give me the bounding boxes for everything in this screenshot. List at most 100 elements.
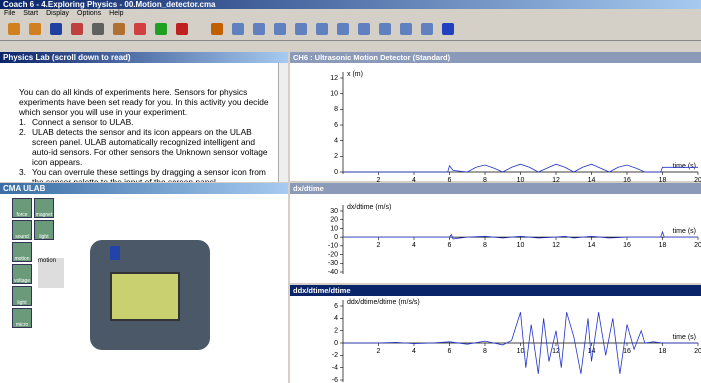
tool-button[interactable] bbox=[50, 23, 62, 35]
scrollbar[interactable] bbox=[278, 63, 288, 182]
y-tick-label: 0 bbox=[334, 169, 338, 176]
sensor-icon[interactable]: voltage bbox=[12, 264, 32, 284]
x-tick-label: 8 bbox=[483, 242, 487, 249]
x-tick-label: 16 bbox=[623, 242, 631, 249]
tool-button[interactable] bbox=[253, 23, 265, 35]
x-tick-label: 2 bbox=[377, 242, 381, 249]
tool-button[interactable] bbox=[113, 23, 125, 35]
tool-button[interactable] bbox=[379, 23, 391, 35]
y-tick-label: -2 bbox=[332, 352, 338, 359]
sensor-icon[interactable]: magnet bbox=[34, 198, 54, 218]
ulab-screen bbox=[110, 272, 180, 321]
y-tick-label: 6 bbox=[334, 303, 338, 310]
toolbar bbox=[0, 18, 701, 41]
x-tick-label: 6 bbox=[448, 348, 452, 355]
step-text: Connect a sensor to ULAB. bbox=[32, 117, 134, 127]
x-tick-label: 14 bbox=[588, 242, 596, 249]
panel-title: dx/dtime bbox=[293, 184, 324, 193]
y-tick-label: 4 bbox=[334, 315, 338, 322]
x-tick-label: 8 bbox=[483, 177, 487, 184]
step: 3.You can overrule these settings by dra… bbox=[19, 167, 271, 182]
sensor-icon[interactable]: light bbox=[34, 220, 54, 240]
x-tick-label: 12 bbox=[552, 242, 560, 249]
menu-item[interactable]: File bbox=[4, 10, 15, 17]
x-tick-label: 10 bbox=[517, 242, 525, 249]
plot-area bbox=[290, 296, 701, 383]
tool-button[interactable] bbox=[211, 23, 223, 35]
y-tick-label: -40 bbox=[328, 269, 338, 276]
sensor-icon bbox=[110, 246, 120, 260]
x-tick-label: 6 bbox=[448, 242, 452, 249]
app: Coach 6 - 4.Exploring Physics - 00.Motio… bbox=[0, 0, 701, 383]
menu-item[interactable]: Options bbox=[77, 10, 101, 17]
lab-panel: You can do all kinds of experiments here… bbox=[0, 63, 288, 182]
tool-button[interactable] bbox=[232, 23, 244, 35]
paragraph: You can do all kinds of experiments here… bbox=[19, 87, 271, 117]
tool-button[interactable] bbox=[274, 23, 286, 35]
tool-button[interactable] bbox=[295, 23, 307, 35]
step-number: 1. bbox=[19, 117, 32, 127]
step-number: 3. bbox=[19, 167, 32, 182]
tool-button[interactable] bbox=[316, 23, 328, 35]
sensor-icon[interactable]: sound bbox=[12, 220, 32, 240]
panel-header bbox=[290, 285, 701, 296]
x-tick-label: 8 bbox=[483, 348, 487, 355]
tool-button[interactable] bbox=[92, 23, 104, 35]
menu-item[interactable]: Start bbox=[23, 10, 38, 17]
panel-header: CMA ULAB bbox=[0, 183, 288, 194]
tool-button[interactable] bbox=[337, 23, 349, 35]
tool-button[interactable] bbox=[442, 23, 454, 35]
y-tick-label: 2 bbox=[334, 328, 338, 335]
sensor-icon[interactable]: force bbox=[12, 198, 32, 218]
lab-text: You can do all kinds of experiments here… bbox=[19, 87, 271, 182]
y-tick-label: 12 bbox=[330, 75, 338, 82]
tool-button[interactable] bbox=[421, 23, 433, 35]
tool-button[interactable] bbox=[400, 23, 412, 35]
tool-button[interactable] bbox=[29, 23, 41, 35]
step: 1.Connect a sensor to ULAB. bbox=[19, 117, 271, 127]
tool-button[interactable] bbox=[71, 23, 83, 35]
sensor-icon[interactable]: light bbox=[12, 286, 32, 306]
plot-area bbox=[290, 63, 701, 181]
x-tick-label: 18 bbox=[659, 348, 667, 355]
x-tick-label: 2 bbox=[377, 348, 381, 355]
x-tick-label: 14 bbox=[588, 348, 596, 355]
panel-title: CH6 : Ultrasonic Motion Detector (Standa… bbox=[293, 53, 451, 62]
menu-item[interactable]: Help bbox=[109, 10, 123, 17]
x-tick-label: 4 bbox=[412, 177, 416, 184]
x-tick-label: 14 bbox=[588, 177, 596, 184]
x-tick-label: 18 bbox=[659, 242, 667, 249]
tool-button[interactable] bbox=[8, 23, 20, 35]
ulab-panel: forcemagnetsoundlightmotiontempvoltagevo… bbox=[0, 194, 288, 383]
sensor-icon[interactable]: micro bbox=[12, 308, 32, 328]
y-tick-label: 10 bbox=[330, 91, 338, 98]
tool-button[interactable] bbox=[134, 23, 146, 35]
y-tick-label: 8 bbox=[334, 106, 338, 113]
x-axis-label: time (s) bbox=[673, 334, 696, 341]
y-axis-label: x (m) bbox=[347, 71, 363, 78]
y-axis-label: ddx/dtime/dtime (m/s/s) bbox=[347, 299, 420, 306]
y-tick-label: 0 bbox=[334, 234, 338, 241]
y-tick-label: 30 bbox=[330, 208, 338, 215]
y-tick-label: 4 bbox=[334, 138, 338, 145]
x-axis-label: time (s) bbox=[673, 163, 696, 170]
y-axis-label: dx/dtime (m/s) bbox=[347, 204, 391, 211]
menu-item[interactable]: Display bbox=[46, 10, 69, 17]
tool-button[interactable] bbox=[358, 23, 370, 35]
y-tick-label: 0 bbox=[334, 340, 338, 347]
step: 2.ULAB detects the sensor and its icon a… bbox=[19, 127, 271, 167]
panel-header: Physics Lab (scroll down to read) bbox=[0, 52, 288, 63]
tool-button[interactable] bbox=[155, 23, 167, 35]
x-tick-label: 20 bbox=[694, 242, 701, 249]
tool-button[interactable] bbox=[176, 23, 188, 35]
sensor-icon[interactable]: motion bbox=[12, 242, 32, 262]
x-tick-label: 2 bbox=[377, 177, 381, 184]
y-tick-label: -10 bbox=[328, 243, 338, 250]
panel-title: ddx/dtime/dtime bbox=[293, 286, 351, 295]
title-bar: Coach 6 - 4.Exploring Physics - 00.Motio… bbox=[0, 0, 701, 9]
y-tick-label: -6 bbox=[332, 377, 338, 383]
step-text: ULAB detects the sensor and its icon app… bbox=[32, 127, 271, 167]
y-tick-label: 10 bbox=[330, 225, 338, 232]
panel-header bbox=[290, 183, 701, 194]
x-tick-label: 10 bbox=[517, 177, 525, 184]
